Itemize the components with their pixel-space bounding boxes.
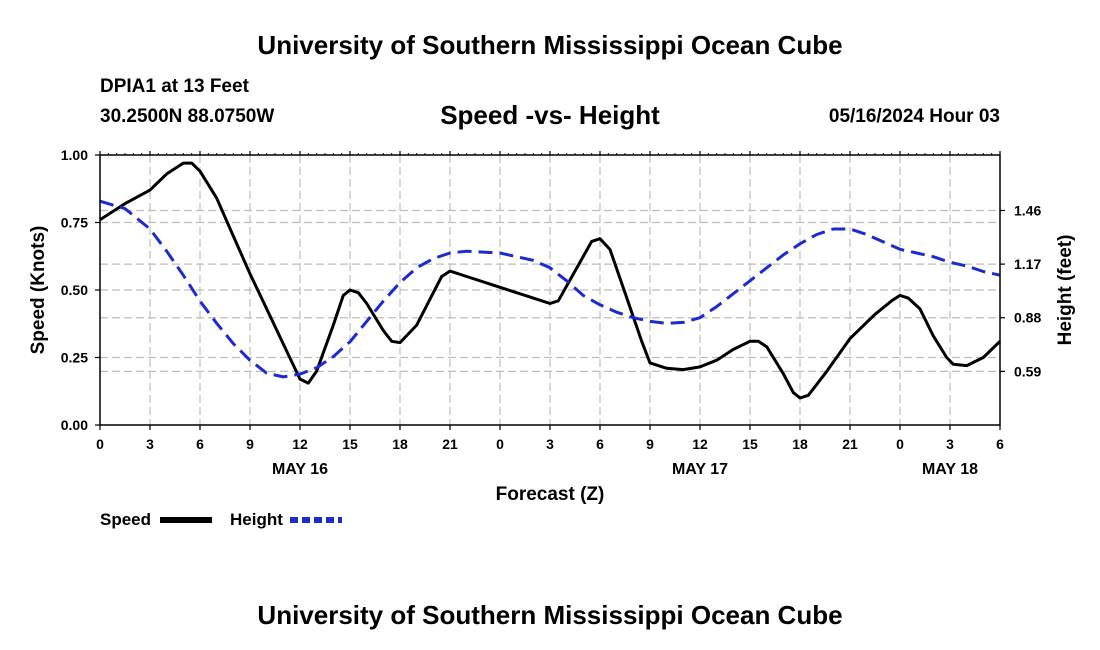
x-tick-label: 15 [742,436,758,452]
x-tick-label: 21 [842,436,858,452]
y2-tick-label: 1.46 [1014,202,1041,218]
series-layer [99,161,1002,400]
y-axis-right: 0.59 0.88 1.17 1.46 [1000,202,1041,379]
legend-label-speed: Speed [100,510,151,529]
x-axis-label: Forecast (Z) [496,484,605,505]
y-tick-label: 0.00 [61,417,88,433]
chart-title: Speed -vs- Height [440,100,660,130]
grid-lines [100,155,1000,425]
x-tick-label: 15 [342,436,358,452]
x-tick-label: 6 [196,436,204,452]
x-tick-label: 18 [392,436,408,452]
y2-axis-label: Height (feet) [1055,235,1076,346]
page-title: University of Southern Mississippi Ocean… [257,30,843,60]
x-tick-label: 12 [692,436,708,452]
y2-tick-label: 0.88 [1014,310,1041,326]
x-tick-label: 3 [946,436,954,452]
footer-title: University of Southern Mississippi Ocean… [257,600,843,630]
x-tick-label: 0 [96,436,104,452]
y-axis-left: 0.00 0.25 0.50 0.75 1.00 [61,147,100,433]
series-line-speed [99,161,1002,400]
x-axis: 0 3 6 9 12 15 18 21 0 3 6 9 12 15 18 21 0 3 6 MAY 16 MAY 17 M… [96,151,1004,478]
y2-tick-label: 1.17 [1014,256,1041,272]
x-tick-label: 12 [292,436,308,452]
y-tick-label: 0.75 [61,215,88,231]
y-axis-label: Speed (Knots) [28,226,49,355]
legend: Speed Height [100,510,342,529]
x-date-label: MAY 16 [272,461,328,478]
x-date-label: MAY 17 [672,461,728,478]
y2-tick-label: 0.59 [1014,363,1041,379]
legend-label-height: Height [230,510,283,529]
forecast-datetime: 05/16/2024 Hour 03 [828,106,1000,127]
y-tick-label: 0.25 [61,350,88,366]
x-tick-label: 18 [792,436,808,452]
y-tick-label: 1.00 [61,147,88,163]
series-line-height [99,199,1001,379]
x-tick-label: 0 [496,436,504,452]
x-tick-label: 6 [596,436,604,452]
x-tick-label: 0 [896,436,904,452]
x-tick-label: 21 [442,436,458,452]
y-tick-label: 0.50 [61,282,88,298]
x-tick-label: 6 [996,436,1004,452]
x-tick-label: 9 [246,436,254,452]
station-coordinates: 30.2500N 88.0750W [100,106,275,127]
x-tick-label: 3 [146,436,154,452]
station-name: DPIA1 at 13 Feet [100,76,249,97]
x-date-label: MAY 18 [922,461,978,478]
x-tick-label: 3 [546,436,554,452]
x-tick-label: 9 [646,436,654,452]
